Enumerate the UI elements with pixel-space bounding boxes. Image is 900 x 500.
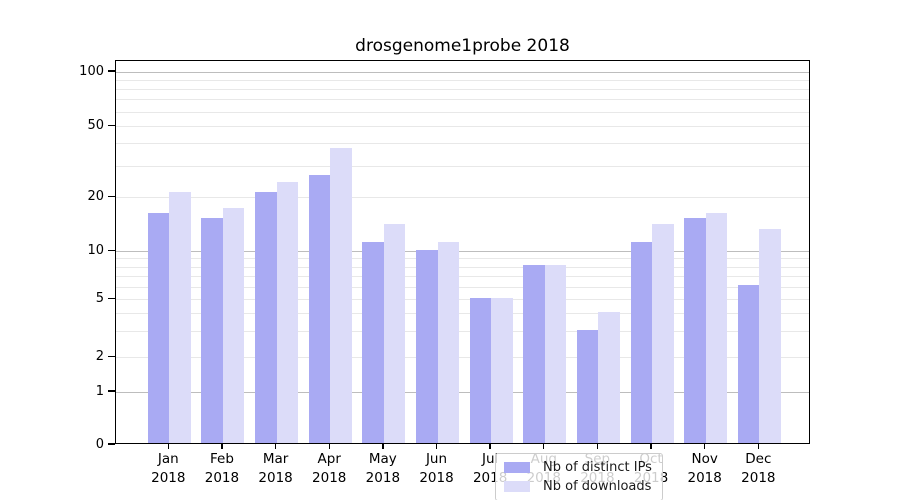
- bar-distinct-ips-dec-2018: [737, 285, 760, 443]
- gridline-y-70: [116, 99, 809, 101]
- bar-downloads-jul-2018: [491, 297, 513, 443]
- gridline-y-10: [116, 251, 809, 253]
- x-tick-mark-dec-2018: [757, 444, 760, 449]
- gridline-y-90: [116, 79, 809, 81]
- gridline-y-60: [116, 111, 809, 113]
- bar-distinct-ips-nov-2018: [684, 218, 706, 443]
- gridline-y-80: [116, 88, 809, 90]
- x-tick-label-feb-2018: Feb 2018: [204, 451, 240, 486]
- bar-distinct-ips-sep-2018: [576, 329, 599, 443]
- legend-label-downloads: Nb of downloads: [543, 479, 652, 494]
- legend-swatch-downloads: [504, 481, 530, 492]
- bar-downloads-jan-2018: [169, 191, 191, 443]
- x-tick-label-apr-2018: Apr 2018: [312, 451, 347, 486]
- x-tick-mark-may-2018: [382, 444, 384, 449]
- legend-label-distinct-ips: Nb of distinct IPs: [543, 460, 652, 475]
- gridline-y-7: [116, 275, 809, 277]
- bar-downloads-mar-2018: [276, 181, 299, 443]
- y-tick-label-1: 1: [95, 383, 104, 399]
- bar-downloads-feb-2018: [222, 208, 245, 443]
- legend-item-distinct-ips: Nb of distinct IPs: [504, 460, 652, 475]
- y-tick-mark-50: [108, 124, 115, 126]
- bar-downloads-oct-2018: [652, 223, 674, 443]
- y-tick-label-100: 100: [79, 63, 104, 79]
- bar-downloads-aug-2018: [544, 265, 567, 443]
- chart-title: drosgenome1probe 2018: [355, 36, 570, 56]
- x-tick-mark-jul-2018: [489, 444, 491, 449]
- gridline-y-8: [116, 266, 809, 268]
- bar-distinct-ips-feb-2018: [201, 218, 223, 443]
- gridline-y-50: [116, 125, 809, 127]
- bar-downloads-apr-2018: [330, 147, 352, 443]
- bar-downloads-sep-2018: [598, 311, 620, 443]
- bar-distinct-ips-aug-2018: [523, 265, 545, 443]
- x-tick-label-may-2018: May 2018: [365, 451, 401, 486]
- gridline-y-1: [116, 391, 809, 393]
- gridline-y-6: [116, 286, 809, 288]
- gridline-y-9: [116, 258, 809, 260]
- plot-area: Nb of distinct IPs Nb of downloads: [115, 60, 810, 500]
- bar-downloads-may-2018: [383, 223, 406, 443]
- x-tick-mark-aug-2018: [543, 444, 545, 449]
- gridline-y-100: [116, 71, 809, 73]
- y-tick-label-20: 20: [87, 189, 104, 205]
- x-tick-mark-jan-2018: [167, 444, 169, 449]
- gridline-y-3: [116, 331, 809, 333]
- y-tick-mark-100: [108, 70, 115, 72]
- legend-swatch-distinct-ips: [504, 462, 530, 473]
- y-tick-label-50: 50: [87, 117, 104, 133]
- bar-distinct-ips-oct-2018: [630, 242, 653, 443]
- x-tick-mark-feb-2018: [221, 444, 223, 449]
- gridline-y-4: [116, 313, 809, 315]
- y-tick-mark-2: [108, 355, 115, 357]
- x-tick-label-jun-2018: Jun 2018: [419, 451, 454, 486]
- gridline-y-2: [116, 356, 809, 358]
- bar-downloads-dec-2018: [759, 229, 781, 443]
- x-tick-label-nov-2018: Nov 2018: [687, 451, 722, 486]
- x-tick-label-mar-2018: Mar 2018: [258, 451, 293, 486]
- x-tick-mark-nov-2018: [704, 444, 706, 449]
- y-tick-mark-1: [108, 390, 115, 392]
- y-tick-label-5: 5: [95, 291, 104, 307]
- bar-downloads-nov-2018: [705, 213, 728, 443]
- y-tick-label-0: 0: [95, 436, 104, 452]
- x-tick-mark-oct-2018: [650, 444, 652, 449]
- y-tick-mark-20: [108, 196, 115, 198]
- x-tick-mark-sep-2018: [596, 444, 599, 449]
- x-tick-label-dec-2018: Dec 2018: [741, 451, 776, 486]
- gridline-y-30: [116, 165, 809, 167]
- y-tick-mark-5: [108, 298, 115, 300]
- bar-distinct-ips-jan-2018: [147, 213, 170, 443]
- x-tick-label-jan-2018: Jan 2018: [151, 451, 186, 486]
- gridline-y-40: [116, 143, 809, 145]
- y-tick-mark-10: [108, 250, 115, 252]
- legend-item-downloads: Nb of downloads: [504, 479, 652, 494]
- bar-distinct-ips-apr-2018: [308, 175, 331, 443]
- bar-distinct-ips-may-2018: [362, 242, 384, 443]
- y-tick-mark-0: [108, 443, 115, 445]
- x-tick-mark-mar-2018: [274, 444, 277, 449]
- gridline-y-5: [116, 299, 809, 301]
- bar-distinct-ips-mar-2018: [255, 191, 277, 443]
- x-tick-mark-jun-2018: [435, 444, 438, 449]
- x-tick-mark-apr-2018: [328, 444, 330, 449]
- gridline-y-20: [116, 197, 809, 199]
- legend: Nb of distinct IPs Nb of downloads: [495, 453, 663, 500]
- y-tick-label-10: 10: [87, 243, 104, 259]
- y-tick-label-2: 2: [95, 348, 104, 364]
- bar-distinct-ips-jul-2018: [469, 297, 492, 443]
- bar-downloads-jun-2018: [437, 242, 459, 443]
- bar-distinct-ips-jun-2018: [416, 249, 438, 443]
